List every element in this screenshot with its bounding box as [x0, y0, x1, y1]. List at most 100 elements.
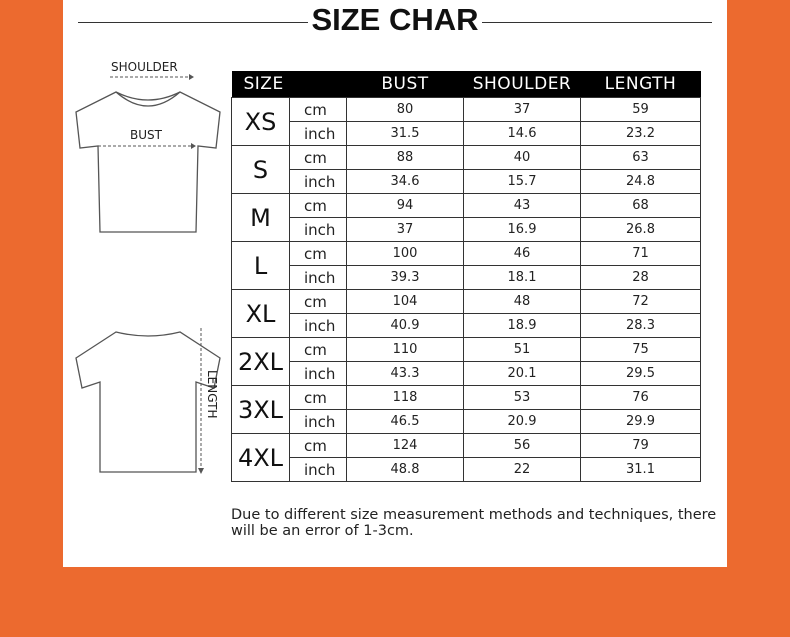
table-row: inch 34.6 15.7 24.8: [232, 169, 701, 194]
value-cell: 94: [346, 193, 464, 218]
table-row: 4XL cm 124 56 79: [231, 433, 701, 482]
value-cell: 118: [346, 385, 464, 410]
measurement-note: Due to different size measurement method…: [231, 507, 717, 539]
value-cell: 48: [463, 289, 581, 314]
value-cell: 75: [580, 337, 701, 362]
value-cell: 59: [580, 97, 701, 122]
unit-cell: inch: [289, 121, 347, 146]
value-cell: 34.6: [346, 169, 464, 194]
table-row: inch 46.5 20.9 29.9: [232, 409, 701, 434]
tshirt-back-icon: [75, 328, 221, 474]
size-cell: XS: [231, 97, 290, 146]
unit-cell: inch: [289, 169, 347, 194]
value-cell: 40: [463, 145, 581, 170]
value-cell: 80: [346, 97, 464, 122]
value-cell: 29.5: [580, 361, 701, 386]
value-cell: 39.3: [346, 265, 464, 290]
value-cell: 26.8: [580, 217, 701, 242]
value-cell: 16.9: [463, 217, 581, 242]
value-cell: 15.7: [463, 169, 581, 194]
unit-cell: inch: [289, 409, 347, 434]
unit-cell: cm: [289, 385, 347, 410]
value-cell: 46: [463, 241, 581, 266]
unit-cell: cm: [289, 241, 347, 266]
unit-cell: cm: [289, 193, 347, 218]
title-divider-right: [482, 22, 712, 23]
value-cell: 71: [580, 241, 701, 266]
column-header: [289, 71, 347, 98]
value-cell: 40.9: [346, 313, 464, 338]
value-cell: 110: [346, 337, 464, 362]
unit-cell: cm: [289, 145, 347, 170]
column-header: BUST: [346, 71, 464, 98]
bust-label: BUST: [130, 128, 162, 142]
value-cell: 31.1: [580, 457, 701, 482]
table-row: inch 39.3 18.1 28: [232, 265, 701, 290]
value-cell: 51: [463, 337, 581, 362]
value-cell: 37: [463, 97, 581, 122]
size-cell: L: [231, 241, 290, 290]
value-cell: 88: [346, 145, 464, 170]
table-header: SIZE BUST SHOULDER LENGTH: [231, 71, 701, 98]
tshirt-front-icon: [75, 74, 221, 233]
value-cell: 29.9: [580, 409, 701, 434]
title-divider-left: [78, 22, 308, 23]
column-header: LENGTH: [580, 71, 701, 98]
unit-cell: inch: [289, 265, 347, 290]
table-row: inch 37 16.9 26.8: [232, 217, 701, 242]
size-cell: M: [231, 193, 290, 242]
value-cell: 37: [346, 217, 464, 242]
value-cell: 68: [580, 193, 701, 218]
unit-cell: cm: [289, 433, 347, 458]
table-row: inch 31.5 14.6 23.2: [232, 121, 701, 146]
unit-cell: inch: [289, 457, 347, 482]
size-cell: 3XL: [231, 385, 290, 434]
value-cell: 20.1: [463, 361, 581, 386]
value-cell: 28.3: [580, 313, 701, 338]
table-row: 2XL cm 110 51 75: [231, 337, 701, 386]
column-header: SHOULDER: [463, 71, 581, 98]
unit-cell: cm: [289, 337, 347, 362]
table-row: XS cm 80 37 59: [231, 97, 701, 146]
table-row: 3XL cm 118 53 76: [231, 385, 701, 434]
value-cell: 63: [580, 145, 701, 170]
value-cell: 46.5: [346, 409, 464, 434]
table-row: inch 40.9 18.9 28.3: [232, 313, 701, 338]
unit-cell: inch: [289, 217, 347, 242]
unit-cell: inch: [289, 361, 347, 386]
size-cell: XL: [231, 289, 290, 338]
value-cell: 18.9: [463, 313, 581, 338]
value-cell: 18.1: [463, 265, 581, 290]
value-cell: 100: [346, 241, 464, 266]
unit-cell: cm: [289, 97, 347, 122]
table-row: XL cm 104 48 72: [231, 289, 701, 338]
length-label: LENGTH: [205, 370, 219, 419]
value-cell: 14.6: [463, 121, 581, 146]
value-cell: 72: [580, 289, 701, 314]
unit-cell: inch: [289, 313, 347, 338]
value-cell: 24.8: [580, 169, 701, 194]
value-cell: 43: [463, 193, 581, 218]
value-cell: 23.2: [580, 121, 701, 146]
value-cell: 104: [346, 289, 464, 314]
table-row: inch 48.8 22 31.1: [232, 457, 701, 482]
shoulder-label: SHOULDER: [111, 60, 178, 74]
table-row: inch 43.3 20.1 29.5: [232, 361, 701, 386]
value-cell: 76: [580, 385, 701, 410]
page-title: SIZE CHAR: [311, 2, 479, 37]
value-cell: 124: [346, 433, 464, 458]
value-cell: 43.3: [346, 361, 464, 386]
value-cell: 48.8: [346, 457, 464, 482]
value-cell: 56: [463, 433, 581, 458]
unit-cell: cm: [289, 289, 347, 314]
value-cell: 79: [580, 433, 701, 458]
value-cell: 53: [463, 385, 581, 410]
value-cell: 31.5: [346, 121, 464, 146]
column-header: SIZE: [231, 71, 290, 98]
value-cell: 28: [580, 265, 701, 290]
size-cell: 4XL: [231, 433, 290, 482]
value-cell: 22: [463, 457, 581, 482]
